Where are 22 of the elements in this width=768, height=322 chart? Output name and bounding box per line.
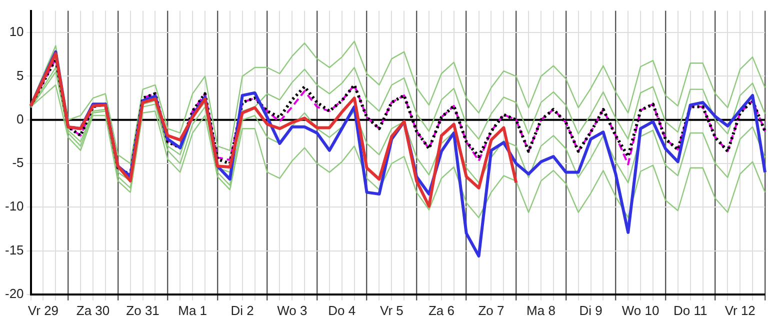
- y-tick-label: -20: [4, 286, 24, 301]
- x-tick-label: Wo 10: [622, 302, 660, 318]
- x-tick-label: Vr 12: [724, 302, 756, 318]
- x-tick-label: Vr 5: [380, 302, 404, 318]
- y-tick-label: 10: [9, 24, 24, 40]
- x-tick-label: Do 11: [673, 302, 708, 318]
- y-tick-label: 5: [16, 68, 24, 83]
- x-tick-label: Do 4: [328, 302, 356, 318]
- y-tick-label: -15: [4, 242, 24, 258]
- x-tick-label: Zo 7: [478, 302, 504, 318]
- y-tick-label: -5: [12, 155, 24, 170]
- x-tick-label: Di 2: [230, 302, 254, 318]
- x-tick-label: Di 9: [579, 302, 602, 318]
- x-tick-label: Wo 3: [277, 302, 308, 318]
- x-tick-label: Za 30: [76, 302, 110, 318]
- y-tick-label: -10: [4, 198, 24, 214]
- x-tick-label: Vr 29: [28, 302, 59, 318]
- x-tick-label: Ma 8: [526, 302, 556, 318]
- x-tick-label: Ma 1: [178, 302, 208, 318]
- x-tick-label: Za 6: [428, 302, 454, 318]
- x-tick-label: Zo 31: [126, 302, 160, 318]
- y-tick-label: 0: [16, 111, 24, 126]
